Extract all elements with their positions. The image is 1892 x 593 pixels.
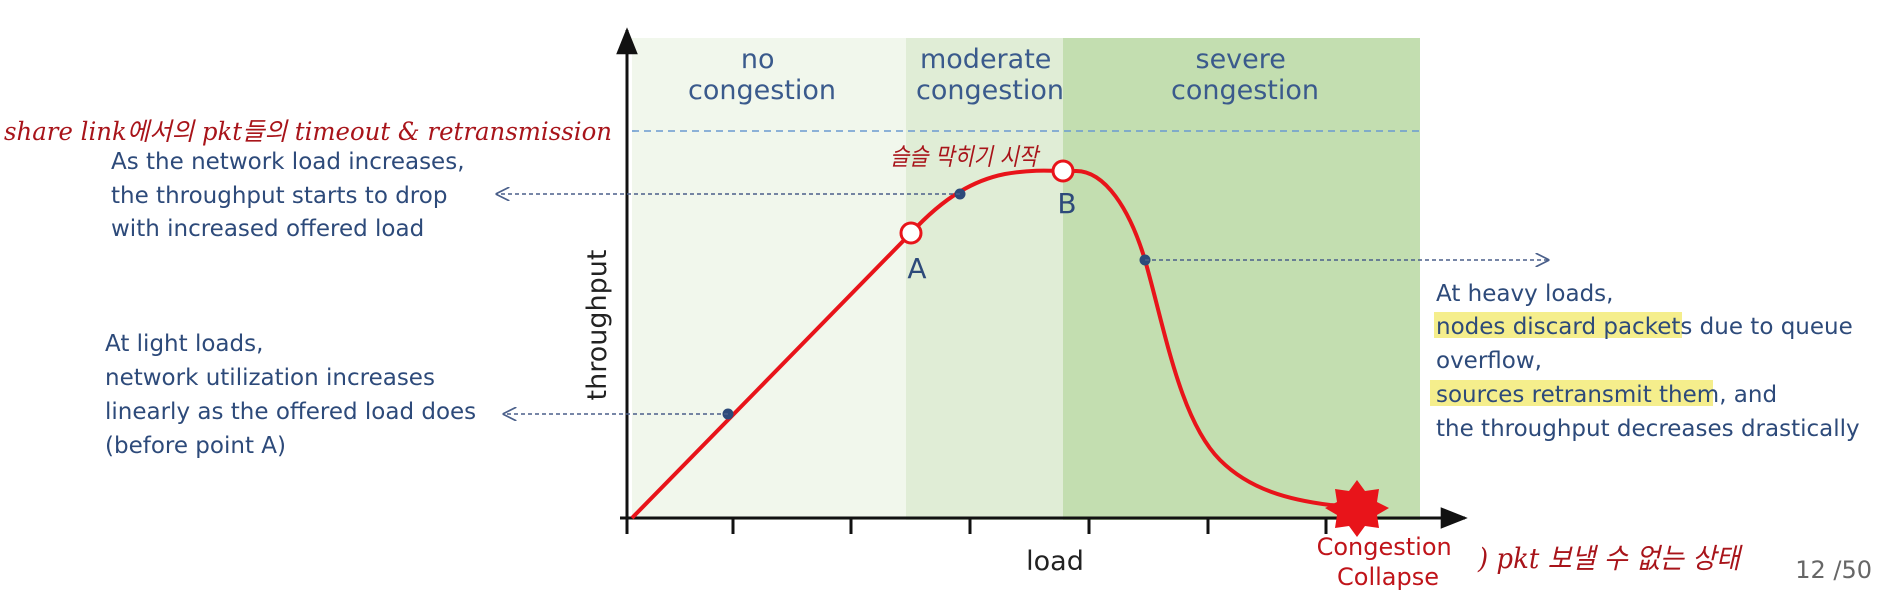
point-a-marker	[899, 221, 923, 245]
collapse-label: Congestion Collapse	[1317, 533, 1460, 591]
note-upper-left: As the network load increases, the throu…	[111, 149, 472, 242]
zone-no-congestion	[632, 38, 906, 520]
y-axis-label: throughput	[582, 250, 613, 401]
svg-text:the throughput decreases drast: the throughput decreases drastically	[1436, 416, 1860, 442]
point-b-label: B	[1057, 187, 1076, 220]
handwritten-peak-note: 슬슬 막히기 시작	[890, 143, 1041, 171]
throughput-curve	[630, 168, 1376, 520]
svg-text:At heavy loads,: At heavy loads,	[1436, 281, 1613, 307]
svg-text:overflow,: overflow,	[1436, 348, 1542, 374]
note-right: At heavy loads, nodes discard packets du…	[1436, 281, 1860, 442]
point-a-label: A	[907, 252, 926, 285]
x-ticks	[625, 518, 1328, 534]
svg-text:sources retransmit them, and: sources retransmit them, and	[1436, 382, 1777, 408]
x-axis-label: load	[1026, 546, 1084, 577]
svg-text:nodes discard packets due to q: nodes discard packets due to queue	[1436, 314, 1853, 340]
zone-severe-congestion	[1063, 38, 1420, 520]
zone-label-no-congestion: no congestion	[688, 44, 836, 106]
handwritten-collapse-note: ) pkt 보낼 수 없는 상태	[1477, 542, 1743, 575]
collapse-star-icon	[1325, 480, 1389, 537]
highlight-discard	[1434, 312, 1682, 338]
point-b-marker	[1051, 159, 1075, 183]
highlight-retransmit	[1430, 380, 1713, 406]
zone-moderate-congestion	[906, 38, 1063, 520]
zone-label-severe-congestion: severe congestion	[1171, 44, 1319, 106]
handwritten-top-note: share link에서의 pkt들의 timeout & retransmis…	[4, 117, 612, 146]
zone-label-moderate-congestion: moderate congestion	[916, 44, 1064, 106]
note-lower-left: At light loads, network utilization incr…	[105, 331, 483, 459]
page-number: 12 /50	[1795, 556, 1872, 584]
